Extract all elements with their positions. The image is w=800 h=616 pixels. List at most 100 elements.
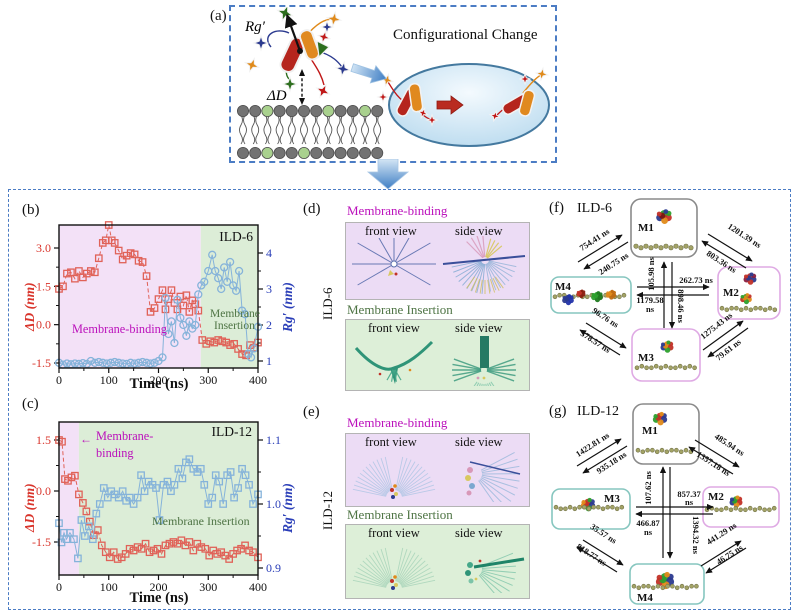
plot-border: [58, 224, 259, 369]
panel-e-row-label: ILD-12: [320, 491, 335, 530]
panel-d-binding-side-label: side view: [455, 224, 503, 238]
panel-e-insertion-side-label: side view: [455, 526, 503, 540]
series-Rg: [54, 250, 263, 369]
chart-c-binding-label-1: Membrane-: [96, 429, 154, 443]
chart-c-ylabel-right: Rg′ (nm): [280, 483, 295, 533]
panel-d-insertion-title: Membrane Insertion: [347, 302, 453, 317]
svg-text:1.5: 1.5: [36, 433, 51, 447]
svg-text:1422.81 ns: 1422.81 ns: [574, 430, 612, 459]
svg-text:46.75 ns: 46.75 ns: [714, 542, 745, 567]
svg-text:100: 100: [100, 373, 118, 387]
panel-d-insertion-front-label: front view: [368, 321, 420, 335]
panel-e-insertion-title: Membrane Insertion: [347, 507, 453, 522]
svg-text:1.1: 1.1: [266, 433, 281, 447]
m1-m3-transitions: 1422.81 ns 935.18 ns: [574, 430, 629, 476]
svg-text:ns: ns: [646, 304, 655, 314]
svg-text:1201.39 ns: 1201.39 ns: [726, 221, 764, 250]
svg-text:0.0: 0.0: [36, 318, 51, 332]
ild6-insertion-side-render: [452, 336, 516, 386]
svg-text:1394.32 ns: 1394.32 ns: [691, 516, 701, 554]
chart-ild6: 0 100 200 300 400 3.0 1.5 0.0 -1.5 4 3 2 1: [32, 221, 272, 387]
svg-text:M3: M3: [604, 493, 620, 505]
center-transition-arrows: 262.73 ns 1179.58 ns 105.98 ns 898.46 ns: [636, 257, 713, 329]
svg-text:107.62 ns: 107.62 ns: [643, 471, 653, 505]
svg-text:3: 3: [266, 282, 272, 296]
axes-ticks: 0 100 200 300 400 1.5 0.0 -1.5 1.1 1.0 0.9: [32, 433, 281, 594]
svg-text:-1.5: -1.5: [32, 356, 51, 370]
svg-text:300: 300: [199, 580, 217, 594]
svg-text:0: 0: [56, 580, 62, 594]
down-flow-arrow: [366, 159, 410, 190]
protein-membrane-schematic: Rg′ ΔD: [237, 4, 388, 159]
ild12-insertion-side-render: [465, 552, 525, 593]
panel-c-label: (c): [22, 396, 39, 412]
state-m2-box: M2: [717, 266, 781, 320]
svg-text:-1.5: -1.5: [32, 535, 51, 549]
svg-text:105.98 ns: 105.98 ns: [646, 257, 656, 291]
panel-f-title: ILD-6: [577, 201, 612, 216]
svg-text:ns: ns: [644, 527, 653, 537]
panel-e-binding-title: Membrane-binding: [347, 415, 448, 430]
svg-text:262.73 ns: 262.73 ns: [679, 275, 713, 285]
svg-text:898.46 ns: 898.46 ns: [676, 289, 686, 323]
chart-b-ylabel-right: Rg′ (nm): [280, 282, 295, 332]
panel-g-label: (g): [549, 403, 567, 419]
svg-text:M1: M1: [638, 222, 654, 234]
axes-ticks: 0 100 200 300 400 3.0 1.5 0.0 -1.5 4 3 2 1: [32, 241, 272, 387]
svg-text:300: 300: [199, 373, 217, 387]
rg-label: Rg′: [244, 19, 266, 35]
panel-d-binding-chip: [345, 222, 530, 300]
svg-text:M2: M2: [723, 287, 739, 299]
panel-d-insertion-side-label: side view: [455, 321, 503, 335]
svg-text:200: 200: [150, 580, 168, 594]
svg-text:4: 4: [266, 246, 272, 260]
m1-m4-transitions: 754.41 ns 240.75 ns: [578, 226, 631, 277]
chart-b-ylabel-left: ΔD (nm): [22, 282, 37, 331]
ild6-insertion-front-render: [354, 340, 434, 384]
panel-e-insertion-front-label: front view: [368, 526, 420, 540]
state-m3-box: M3: [631, 328, 701, 382]
panel-d-label: (d): [303, 201, 321, 217]
state-m1-box: M1: [630, 198, 698, 258]
schematic-flow-arrow: [350, 63, 388, 84]
svg-text:M2: M2: [708, 491, 724, 503]
svg-text:1: 1: [266, 354, 272, 368]
state-diagram-ild12: M1 M2 M3 M4 857.37 ns 466.87: [551, 403, 780, 605]
svg-text:ns: ns: [685, 497, 694, 507]
svg-text:1179.58: 1179.58: [636, 295, 663, 305]
chart-b-insertion-label-1: Membrane: [210, 308, 260, 320]
svg-text:M1: M1: [642, 425, 658, 437]
config-change-ellipse: [376, 63, 550, 147]
series-Rg: [55, 455, 262, 563]
plot-border: [58, 421, 259, 576]
svg-text:857.37: 857.37: [677, 489, 701, 499]
state-m4-box: M4: [629, 563, 705, 605]
chart-b-binding-label: Membrane-binding: [72, 322, 167, 336]
delta-d-label: ΔD: [266, 88, 287, 104]
center-transition-arrows: 857.37 ns 466.87 ns 107.62 ns 1394.32 ns: [635, 466, 714, 559]
panel-f-label: (f): [549, 200, 564, 216]
panel-e-label: (e): [303, 404, 320, 420]
panel-a-schematic: Configurational Change: [237, 4, 550, 159]
svg-text:1.5: 1.5: [36, 279, 51, 293]
rg-arrow: [284, 13, 302, 52]
panel-d-insertion-chip: [345, 319, 530, 391]
svg-text:378.57 ns: 378.57 ns: [579, 328, 613, 355]
svg-text:400: 400: [249, 580, 267, 594]
chart-b-xlabel: Time (ns): [129, 376, 189, 392]
lipid-bilayer: [237, 105, 384, 159]
panel-d-binding-title: Membrane-binding: [347, 203, 448, 218]
svg-text:200: 200: [150, 373, 168, 387]
panel-d-binding-front-label: front view: [365, 224, 417, 238]
ild12-binding-front-render: [352, 456, 436, 499]
panel-d-row-label: ILD-6: [320, 287, 335, 321]
config-change-title: Configurational Change: [393, 27, 538, 43]
svg-text:0: 0: [56, 373, 62, 387]
panel-a-box: Configurational Change: [229, 4, 557, 163]
svg-text:2: 2: [266, 318, 272, 332]
transition-arrow: [436, 95, 464, 115]
svg-text:0.0: 0.0: [36, 484, 51, 498]
svg-text:1.0: 1.0: [266, 497, 281, 511]
svg-text:M3: M3: [638, 352, 654, 364]
